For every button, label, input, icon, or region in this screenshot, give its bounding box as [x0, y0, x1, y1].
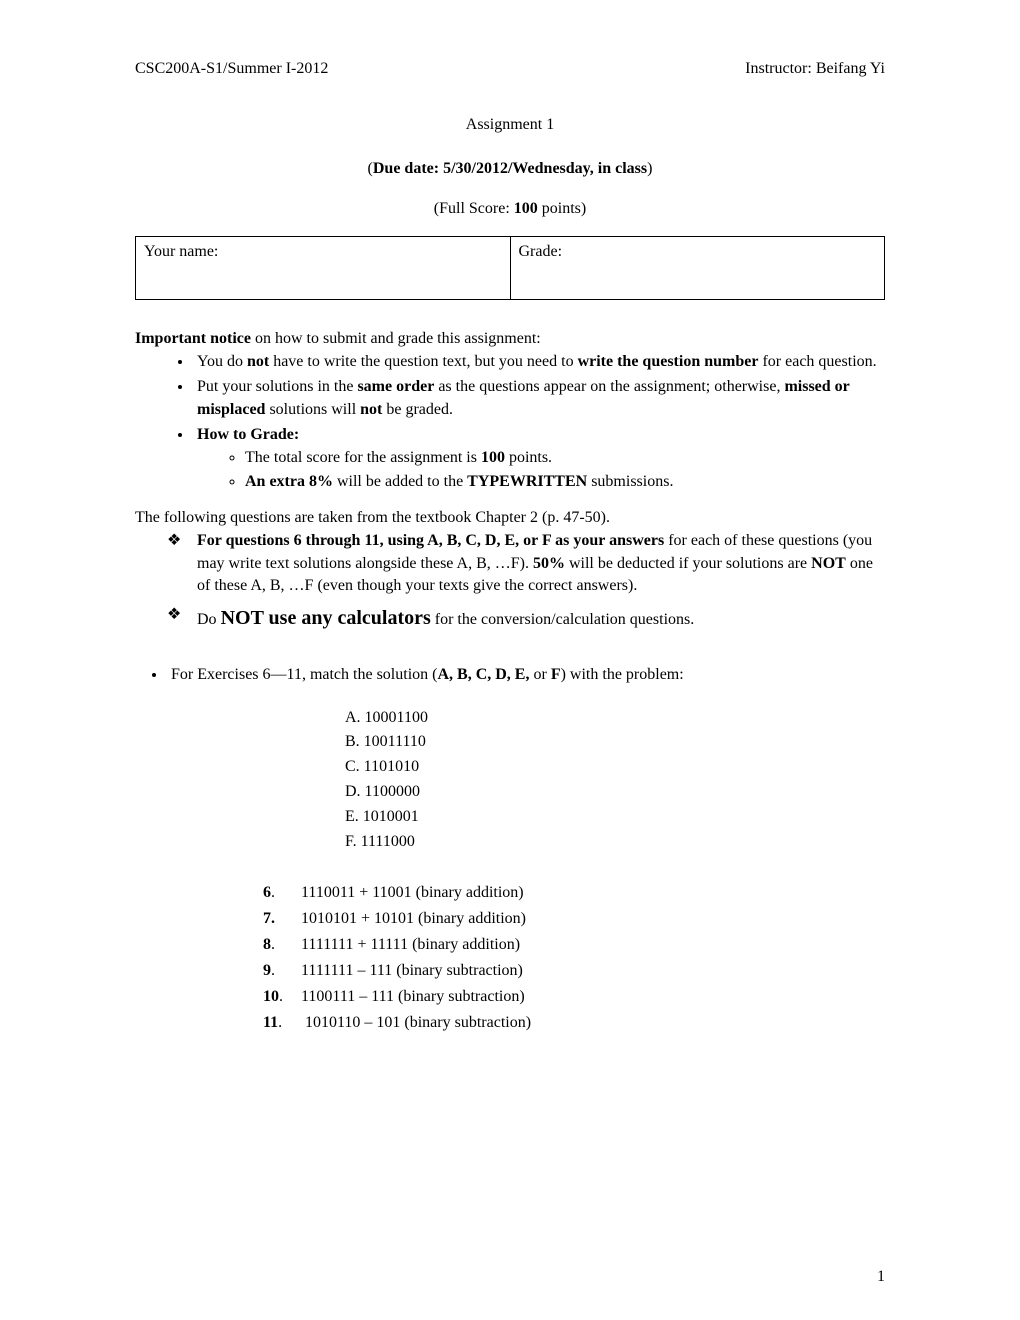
due-label: Due date: 5/30/2012/Wednesday, in class	[373, 160, 647, 177]
header-left: CSC200A-S1/Summer I-2012	[135, 60, 328, 78]
bullet-2: Put your solutions in the same order as …	[193, 376, 885, 421]
header-right: Instructor: Beifang Yi	[745, 60, 885, 78]
notice-bold: Important notice	[135, 330, 251, 347]
score-value: 100	[514, 200, 538, 217]
full-score: (Full Score: 100 points)	[135, 200, 885, 218]
answer-options: A. 10001100 B. 10011110 C. 1101010 D. 11…	[345, 706, 885, 855]
sub-bullets: The total score for the assignment is 10…	[197, 447, 885, 494]
problem-10: 10. 1100111 – 111 (binary subtraction)	[263, 988, 885, 1006]
name-grade-table: Your name: Grade:	[135, 236, 885, 300]
notice-rest: on how to submit and grade this assignme…	[251, 330, 541, 347]
important-notice: Important notice on how to submit and gr…	[135, 330, 885, 348]
sub-bullet-1: The total score for the assignment is 10…	[245, 447, 885, 469]
score-suffix: points)	[538, 200, 586, 217]
diamond-1: For questions 6 through 11, using A, B, …	[167, 530, 885, 597]
option-f: F. 1111000	[345, 830, 885, 855]
due-date: (Due date: 5/30/2012/Wednesday, in class…	[135, 160, 885, 178]
option-a: A. 10001100	[345, 706, 885, 731]
score-prefix: (Full Score:	[434, 200, 514, 217]
exercise-lead-item: For Exercises 6—11, match the solution (…	[167, 666, 885, 684]
problem-7: 7. 1010101 + 10101 (binary addition)	[263, 910, 885, 928]
notice-bullets: You do not have to write the question te…	[135, 351, 885, 493]
assignment-title: Assignment 1	[135, 116, 885, 134]
exercise-lead: For Exercises 6—11, match the solution (…	[135, 666, 885, 684]
sub-bullet-2: An extra 8% will be added to the TYPEWRI…	[245, 471, 885, 493]
problem-11: 11. 1010110 – 101 (binary subtraction)	[263, 1014, 885, 1032]
page-header: CSC200A-S1/Summer I-2012 Instructor: Bei…	[135, 60, 885, 78]
name-cell: Your name:	[136, 237, 511, 300]
bullet-1: You do not have to write the question te…	[193, 351, 885, 373]
problem-9: 9. 1111111 – 111 (binary subtraction)	[263, 962, 885, 980]
page-number: 1	[877, 1268, 885, 1286]
diamond-bullets: For questions 6 through 11, using A, B, …	[135, 530, 885, 631]
due-suffix: )	[647, 160, 652, 177]
option-d: D. 1100000	[345, 780, 885, 805]
problems-list: 6. 1110011 + 11001 (binary addition) 7. …	[263, 884, 885, 1032]
option-e: E. 1010001	[345, 805, 885, 830]
grade-cell: Grade:	[510, 237, 885, 300]
problem-8: 8. 1111111 + 11111 (binary addition)	[263, 936, 885, 954]
option-c: C. 1101010	[345, 755, 885, 780]
page: CSC200A-S1/Summer I-2012 Instructor: Bei…	[0, 0, 1020, 1320]
textbook-line: The following questions are taken from t…	[135, 509, 885, 527]
bullet-3: How to Grade: The total score for the as…	[193, 424, 885, 493]
problem-6: 6. 1110011 + 11001 (binary addition)	[263, 884, 885, 902]
diamond-2: Do NOT use any calculators for the conve…	[167, 604, 885, 632]
option-b: B. 10011110	[345, 730, 885, 755]
